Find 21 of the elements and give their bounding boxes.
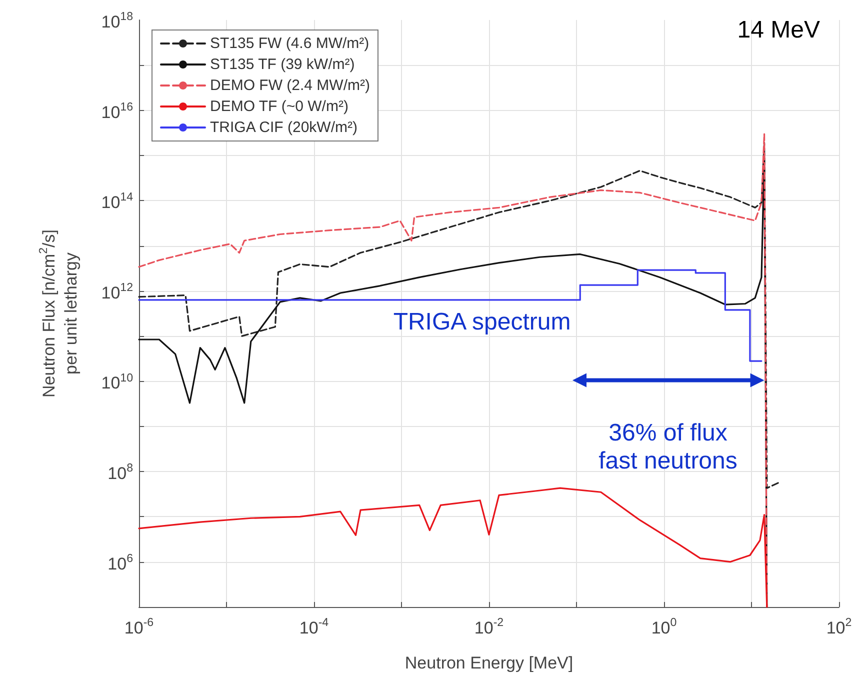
y-tick-label: 10$^{10}$ (101, 372, 133, 393)
annotation: 36% of flux fast neutrons (598, 420, 738, 474)
legend-label: DEMO TF (~0 W/m²) (210, 98, 348, 115)
x-axis-title: Neutron Energy [MeV] (404, 653, 574, 672)
y-tick-label: 10$^{18}$ (101, 11, 133, 32)
x-tick-label: 10$^{0}$ (651, 617, 677, 638)
legend-label: ST135 FW (4.6 MW/m²) (210, 35, 370, 52)
legend-label: ST135 TF (39 kW/m²) (210, 56, 355, 73)
x-tick-label: 10$^{-4}$ (299, 617, 330, 638)
annotation: 14 MeV (737, 16, 820, 44)
y-tick-label: 10$^{6}$ (108, 552, 133, 574)
y-tick-label: 10$^{14}$ (101, 192, 134, 212)
legend-label: DEMO FW (2.4 MW/m²) (210, 77, 370, 94)
x-tick-label: 10$^{-2}$ (474, 617, 504, 638)
annotation: TRIGA spectrum (393, 308, 571, 336)
x-tick-label: 10$^{-6}$ (124, 617, 154, 638)
legend-label: TRIGA CIF (20kW/m²) (210, 119, 358, 136)
y-tick-label: 10$^{16}$ (101, 101, 133, 122)
y-tick-label: 10$^{8}$ (108, 462, 133, 484)
x-tick-label: 10$^{2}$ (826, 617, 852, 638)
y-tick-label: 10$^{12}$ (101, 282, 133, 302)
